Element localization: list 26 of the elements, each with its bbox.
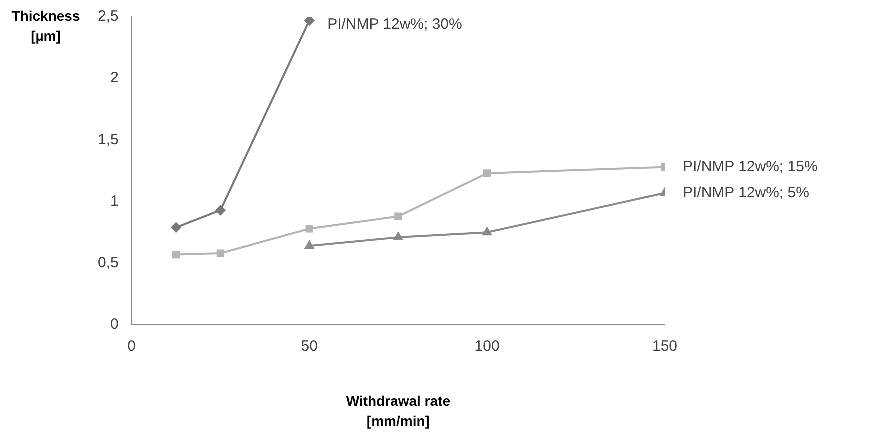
point <box>306 225 314 233</box>
y-tick-label: 2,5 <box>98 8 119 26</box>
point <box>172 250 180 259</box>
y-tick-label: 0 <box>110 316 119 334</box>
point <box>216 205 226 216</box>
point <box>216 250 225 258</box>
y-tick-label: 2 <box>110 70 119 87</box>
x-axis-title: Withdrawal rate [mm/min] <box>346 392 451 429</box>
x-tick-label: 150 <box>652 338 678 356</box>
x-tick-label: 100 <box>474 338 500 356</box>
point <box>394 232 403 241</box>
point <box>305 241 314 250</box>
point <box>482 228 492 236</box>
series-label: PI/NMP 12w%; 15% <box>683 158 818 176</box>
series-label: PI/NMP 12w%; 5% <box>683 184 810 202</box>
y-tick-label: 1 <box>110 192 119 210</box>
series-label: PI/NMP 12w%; 30% <box>328 16 462 33</box>
y-tick-label: 0,5 <box>98 254 119 272</box>
y-tick-label: 1,5 <box>98 131 119 148</box>
x-tick-label: 50 <box>301 338 318 356</box>
point <box>483 170 492 178</box>
point <box>171 222 182 233</box>
point <box>304 17 315 26</box>
y-axis-title: Thickness [µm] <box>12 8 80 44</box>
x-tick-label: 0 <box>128 338 136 356</box>
point <box>394 212 402 220</box>
